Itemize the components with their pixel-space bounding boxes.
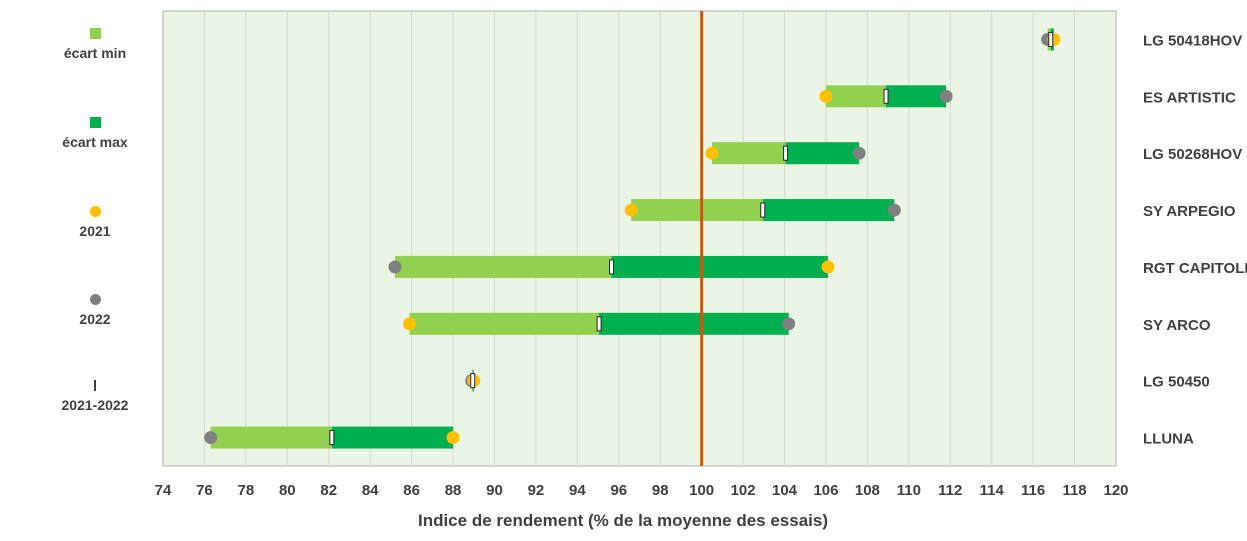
- legend-label: 2021: [79, 223, 111, 239]
- point-2022: [782, 317, 796, 331]
- legend-dot-2021: [89, 206, 101, 217]
- category-label: RGT CAPITOLL: [1143, 260, 1247, 277]
- category-label: SY ARCO: [1143, 317, 1211, 334]
- legend-label: 2022: [79, 311, 111, 327]
- bar-ecart-min: [631, 199, 763, 222]
- bar-ecart-min: [409, 312, 600, 335]
- x-axis-label: Indice de rendement (% de la moyenne des…: [418, 511, 828, 530]
- category-label: LG 50418HOV: [1143, 32, 1242, 49]
- x-tick-label: 100: [689, 482, 714, 499]
- legend: écart min écart max 2021 2022 2021-2022: [0, 0, 150, 541]
- x-tick-label: 88: [445, 482, 462, 499]
- legend-label: écart max: [62, 134, 128, 150]
- point-2021: [403, 317, 417, 331]
- x-tick-label: 90: [486, 482, 503, 499]
- x-tick-label: 92: [528, 482, 545, 499]
- category-labels: LG 50418HOV ES ARTISTIC LG 50268HOV SY ARPE…: [1143, 32, 1247, 447]
- bar-ecart-min: [210, 426, 332, 449]
- x-tick-label: 120: [1103, 482, 1128, 499]
- bar-ecart-max: [331, 426, 454, 449]
- legend-tick-avg: [94, 380, 96, 391]
- category-label: LLUNA: [1143, 431, 1194, 448]
- category-label: ES ARTISTIC: [1143, 89, 1236, 106]
- legend-item-ecart-min: écart min: [20, 28, 170, 61]
- marker-2021-2022: [609, 259, 615, 275]
- point-2022: [204, 431, 218, 445]
- marker-2021-2022: [329, 430, 335, 446]
- point-2021: [446, 431, 460, 445]
- x-tick-label: 82: [320, 482, 337, 499]
- marker-2021-2022: [760, 202, 766, 218]
- point-2022: [887, 203, 901, 217]
- point-2021: [705, 146, 719, 160]
- point-2022: [388, 260, 402, 274]
- legend-square-min: [89, 28, 101, 39]
- x-tick-label: 116: [1021, 482, 1045, 499]
- point-2022: [939, 89, 953, 103]
- point-2022: [852, 146, 866, 160]
- x-tick-label: 94: [569, 482, 586, 499]
- bar-ecart-max: [785, 142, 860, 165]
- x-tick-label: 104: [772, 482, 798, 499]
- x-tick-label: 110: [897, 482, 921, 499]
- x-tick-label: 84: [362, 482, 379, 499]
- x-tick-label: 114: [980, 482, 1005, 499]
- x-tick-label: 76: [196, 482, 213, 499]
- category-label: LG 50268HOV: [1143, 146, 1242, 163]
- x-tick-label: 102: [731, 482, 756, 499]
- x-tick-label: 80: [279, 482, 296, 499]
- marker-2021-2022: [470, 373, 476, 389]
- marker-2021-2022: [596, 316, 602, 332]
- legend-dot-2022: [89, 294, 101, 305]
- category-label: LG 50450: [1143, 374, 1210, 391]
- bar-ecart-max: [611, 255, 829, 278]
- legend-square-max: [89, 117, 101, 128]
- legend-item-ecart-max: écart max: [20, 117, 170, 150]
- legend-label: écart min: [63, 45, 127, 61]
- marks: [204, 31, 1061, 446]
- marker-2021-2022: [783, 145, 789, 161]
- bar-ecart-max: [599, 312, 789, 335]
- point-2021: [821, 260, 835, 274]
- x-tick-label: 78: [238, 482, 255, 499]
- x-tick-label: 118: [1062, 482, 1086, 499]
- x-tick-label: 74: [155, 482, 172, 499]
- x-tick-label: 98: [652, 482, 669, 499]
- legend-label: 2021-2022: [61, 397, 129, 413]
- x-tick-labels: 74 76 78 80 82 84 86 88 90 92 94 96 98 100 102 104 106 10…: [155, 482, 1129, 499]
- legend-item-2022: 2022: [20, 294, 170, 327]
- x-tick-label: 108: [855, 482, 880, 499]
- bar-ecart-min: [395, 255, 612, 278]
- plot-area: [162, 10, 1117, 467]
- point-2021: [819, 89, 833, 103]
- bar-ecart-min: [825, 85, 887, 108]
- point-2021: [624, 203, 638, 217]
- x-tick-label: 96: [610, 482, 627, 499]
- x-tick-label: 112: [938, 482, 962, 499]
- marker-2021-2022: [1048, 31, 1054, 47]
- bars: [210, 28, 1054, 449]
- bar-ecart-min: [712, 142, 786, 165]
- x-tick-label: 106: [813, 482, 838, 499]
- bar-ecart-max: [762, 199, 895, 222]
- legend-item-2021-2022: 2021-2022: [20, 380, 170, 413]
- category-label: SY ARPEGIO: [1143, 203, 1236, 220]
- bar-ecart-max: [886, 85, 947, 108]
- x-tick-label: 86: [403, 482, 420, 499]
- legend-item-2021: 2021: [20, 206, 170, 239]
- marker-2021-2022: [883, 88, 889, 104]
